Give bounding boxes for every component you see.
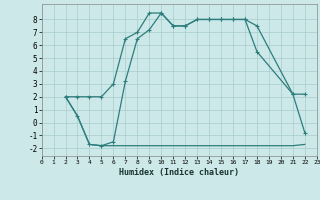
X-axis label: Humidex (Indice chaleur): Humidex (Indice chaleur) xyxy=(119,168,239,177)
